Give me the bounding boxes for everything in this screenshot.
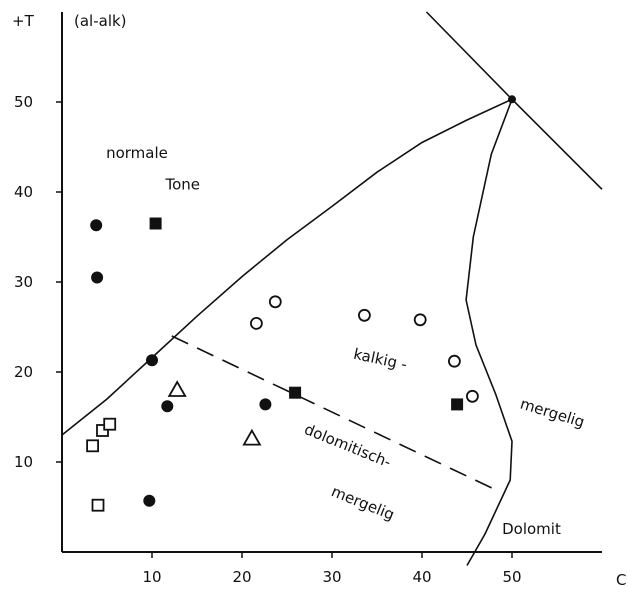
y-tick-label: 20 <box>14 363 33 381</box>
y-tick-label: 10 <box>14 453 33 471</box>
point-open-square <box>103 417 117 431</box>
point-filled-square <box>149 217 162 230</box>
point-open-triangle <box>167 380 187 397</box>
point-filled-circle <box>91 271 104 284</box>
data-points <box>86 217 479 512</box>
point-filled-circle <box>143 494 156 507</box>
point-open-circle <box>413 313 427 327</box>
field-label: Dolomit <box>502 520 561 538</box>
field-label: normale <box>106 144 168 162</box>
tick-group: 10 20 30 40 50 10 20 30 40 50 <box>14 93 522 586</box>
point-filled-square <box>451 398 464 411</box>
field-label: mergelig <box>518 395 587 432</box>
point-filled-circle <box>146 354 158 367</box>
field-label: Tone <box>165 175 201 193</box>
point-open-triangle <box>242 428 262 446</box>
y-axis-sublabel: (al-alk) <box>74 12 127 30</box>
y-axis-label: +T <box>12 12 35 30</box>
point-filled-square <box>289 386 302 399</box>
point-open-circle <box>357 308 371 322</box>
boundary-line <box>465 99 513 566</box>
x-tick-label: 20 <box>232 568 251 586</box>
x-tick-label: 30 <box>322 568 341 586</box>
x-tick-label: 50 <box>502 568 521 586</box>
point-open-square <box>86 439 99 453</box>
x-tick-label: 10 <box>142 568 161 586</box>
point-filled-circle <box>90 219 103 232</box>
point-open-circle <box>249 316 263 330</box>
point-open-square <box>91 498 105 512</box>
point-filled-circle <box>259 398 272 411</box>
point-filled-circle <box>161 400 174 413</box>
boundary-line <box>61 98 513 436</box>
point-open-circle <box>465 389 479 403</box>
point-open-circle <box>447 354 461 368</box>
dashed-boundary-line <box>171 335 495 490</box>
y-tick-label: 50 <box>14 93 33 111</box>
point-open-circle <box>268 295 282 309</box>
y-tick-label: 40 <box>14 183 33 201</box>
field-label: dolomitisch- <box>302 420 394 471</box>
x-tick-label: 40 <box>412 568 431 586</box>
field-label: mergelig <box>329 482 397 524</box>
field-boundaries <box>61 11 603 566</box>
x-axis-label: C <box>616 571 626 589</box>
field-labels: normale Tone kalkig - dolomitisch-mergelig m… <box>106 144 587 538</box>
junction-point <box>508 95 516 104</box>
field-label: kalkig - <box>352 345 409 374</box>
y-tick-label: 30 <box>14 273 33 291</box>
